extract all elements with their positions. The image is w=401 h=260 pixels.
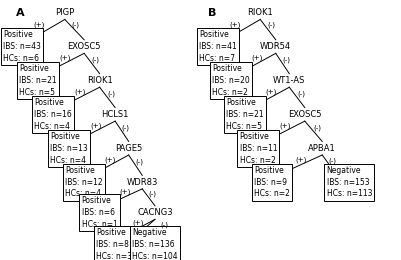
Text: Positive
IBS: n=16
HCs: n=4: Positive IBS: n=16 HCs: n=4	[34, 98, 72, 131]
Text: WDR54: WDR54	[260, 42, 291, 51]
Text: (+): (+)	[59, 55, 71, 61]
Text: Positive
IBS: n=13
HCs: n=4: Positive IBS: n=13 HCs: n=4	[50, 132, 87, 165]
Text: (-): (-)	[122, 125, 130, 131]
Text: Positive
IBS: n=21
HCs: n=5: Positive IBS: n=21 HCs: n=5	[19, 64, 57, 97]
Text: (-): (-)	[92, 57, 100, 63]
Text: PIGP: PIGP	[55, 8, 75, 17]
Text: Negative
IBS: n=136
HCs: n=104: Negative IBS: n=136 HCs: n=104	[132, 228, 178, 260]
Text: WDR83: WDR83	[127, 178, 158, 187]
Text: RIOK1: RIOK1	[247, 8, 273, 17]
Text: (-): (-)	[313, 125, 321, 131]
Text: PAGE5: PAGE5	[115, 144, 142, 153]
Text: (+): (+)	[33, 22, 45, 28]
Text: Positive
IBS: n=21
HCs: n=5: Positive IBS: n=21 HCs: n=5	[226, 98, 263, 131]
Text: (+): (+)	[295, 156, 307, 163]
Text: (+): (+)	[105, 156, 116, 163]
Text: Positive
IBS: n=11
HCs: n=2: Positive IBS: n=11 HCs: n=2	[239, 132, 277, 165]
Text: Positive
IBS: n=41
HCs: n=7: Positive IBS: n=41 HCs: n=7	[199, 30, 237, 63]
Text: (+): (+)	[75, 88, 86, 95]
Text: EXOSC5: EXOSC5	[288, 110, 322, 119]
Text: (+): (+)	[229, 22, 241, 28]
Text: Positive
IBS: n=20
HCs: n=2: Positive IBS: n=20 HCs: n=2	[213, 64, 250, 97]
Text: Positive
IBS: n=43
HCs: n=6: Positive IBS: n=43 HCs: n=6	[3, 30, 41, 63]
Text: A: A	[16, 8, 25, 18]
Text: B: B	[208, 8, 217, 18]
Text: (-): (-)	[72, 22, 80, 28]
Text: (+): (+)	[90, 122, 101, 129]
Text: (-): (-)	[297, 91, 305, 97]
Text: Positive
IBS: n=12
HCs: n=4: Positive IBS: n=12 HCs: n=4	[65, 166, 103, 198]
Text: (+): (+)	[265, 88, 277, 95]
Text: (+): (+)	[252, 55, 263, 61]
Text: (-): (-)	[148, 191, 156, 197]
Text: RIOK1: RIOK1	[87, 76, 113, 85]
Text: WT1-AS: WT1-AS	[273, 76, 306, 85]
Text: (+): (+)	[119, 188, 130, 195]
Text: (-): (-)	[161, 222, 169, 228]
Text: Positive
IBS: n=6
HCs: n=1: Positive IBS: n=6 HCs: n=1	[82, 196, 117, 229]
Text: (-): (-)	[328, 157, 336, 164]
Text: (+): (+)	[280, 122, 291, 129]
Text: (-): (-)	[135, 159, 143, 165]
Text: APBA1: APBA1	[308, 144, 336, 153]
Text: EXOSC5: EXOSC5	[67, 42, 101, 51]
Text: HCLS1: HCLS1	[101, 110, 129, 119]
Text: Negative
IBS: n=153
HCs: n=113: Negative IBS: n=153 HCs: n=113	[326, 166, 372, 198]
Text: CACNG3: CACNG3	[137, 208, 173, 217]
Text: Positive
IBS: n=8
HCs: n=3: Positive IBS: n=8 HCs: n=3	[96, 228, 132, 260]
Text: (-): (-)	[282, 57, 290, 63]
Text: Positive
IBS: n=9
HCs: n=2: Positive IBS: n=9 HCs: n=2	[254, 166, 290, 198]
Text: (-): (-)	[107, 91, 115, 97]
Text: (+): (+)	[133, 219, 144, 226]
Text: (-): (-)	[267, 22, 275, 28]
